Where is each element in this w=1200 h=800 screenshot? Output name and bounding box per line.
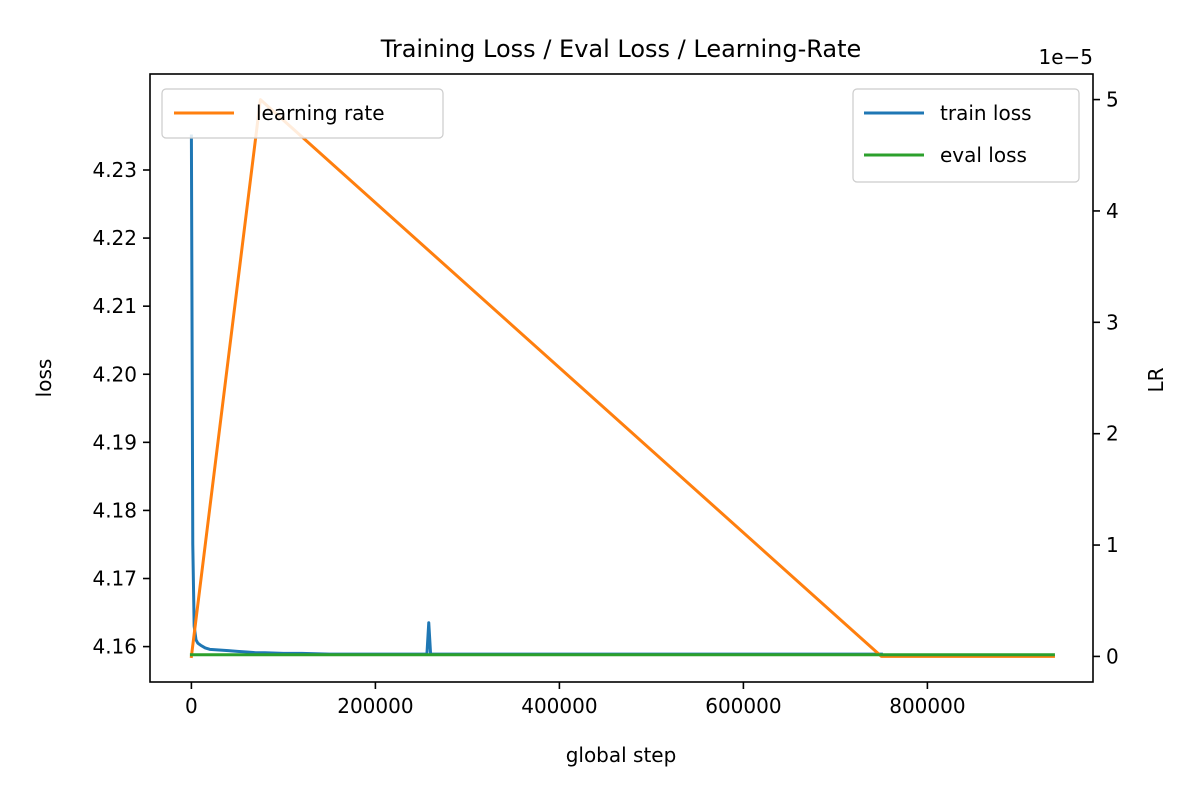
left-y-tick-label: 4.17 xyxy=(92,567,137,591)
right-y-tick-label: 2 xyxy=(1106,422,1119,446)
left-y-tick-label: 4.22 xyxy=(92,226,137,250)
left-y-tick-label: 4.18 xyxy=(92,498,137,522)
legend-eval-label: eval loss xyxy=(940,143,1027,167)
legend-lr: learning rate xyxy=(161,88,444,139)
x-tick-label: 400000 xyxy=(521,694,597,718)
left-y-tick-label: 4.21 xyxy=(92,294,137,318)
legend-loss: train loss eval loss xyxy=(852,88,1080,183)
right-y-tick-label: 4 xyxy=(1106,199,1119,223)
left-y-tick-label: 4.19 xyxy=(92,430,137,454)
left-y-tick-label: 4.20 xyxy=(92,362,137,386)
x-tick-label: 0 xyxy=(185,694,198,718)
legend-train-label: train loss xyxy=(940,101,1032,125)
legend-lr-label: learning rate xyxy=(256,101,385,125)
left-y-tick-label: 4.16 xyxy=(92,635,137,659)
left-y-axis-label: loss xyxy=(32,359,56,398)
learning-rate-line xyxy=(189,98,1055,659)
right-y-tick-label: 3 xyxy=(1106,310,1119,334)
right-axis-multiplier: 1e−5 xyxy=(1038,45,1093,69)
left-y-tick-label: 4.23 xyxy=(92,158,137,182)
x-tick-label: 600000 xyxy=(705,694,781,718)
right-y-tick-label: 0 xyxy=(1106,644,1119,668)
right-y-tick-label: 1 xyxy=(1106,533,1119,557)
x-tick-label: 800000 xyxy=(889,694,965,718)
chart-title: Training Loss / Eval Loss / Learning-Rat… xyxy=(380,35,862,63)
x-tick-label: 200000 xyxy=(337,694,413,718)
right-y-axis-label: LR xyxy=(1144,367,1168,392)
right-y-tick-label: 5 xyxy=(1106,88,1119,112)
x-axis-label: global step xyxy=(566,743,677,767)
ticks-layer: 0 200000 400000 600000 800000 4.16 4.17 4.18 4.1… xyxy=(92,88,1118,718)
lines-layer xyxy=(189,98,1055,659)
legend-lr-box xyxy=(161,88,444,139)
